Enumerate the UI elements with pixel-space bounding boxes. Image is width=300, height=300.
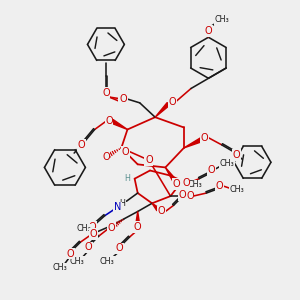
- Text: O: O: [122, 147, 129, 157]
- Text: O: O: [118, 96, 126, 106]
- Text: O: O: [116, 243, 123, 254]
- Text: CH₃: CH₃: [52, 263, 67, 272]
- Text: O: O: [158, 206, 165, 217]
- Text: CH₃: CH₃: [70, 257, 85, 266]
- Text: CH₃: CH₃: [76, 224, 91, 233]
- Polygon shape: [165, 167, 176, 182]
- Text: N: N: [113, 202, 121, 212]
- Text: O: O: [102, 152, 110, 162]
- Text: CH₃: CH₃: [100, 257, 114, 266]
- Text: O: O: [232, 150, 240, 160]
- Text: O: O: [77, 140, 85, 150]
- Polygon shape: [184, 138, 202, 148]
- Text: O: O: [182, 178, 190, 188]
- Text: O: O: [119, 94, 127, 104]
- Text: O: O: [105, 116, 113, 126]
- Text: CH₃: CH₃: [230, 185, 244, 194]
- Polygon shape: [136, 212, 140, 224]
- Text: O: O: [200, 133, 208, 143]
- Text: O: O: [102, 88, 110, 98]
- Text: O: O: [85, 242, 92, 252]
- Text: O: O: [145, 155, 153, 165]
- Text: O: O: [216, 181, 224, 191]
- Text: O: O: [205, 26, 212, 36]
- Text: H: H: [124, 174, 130, 183]
- Text: O: O: [107, 223, 115, 233]
- Text: CH₃: CH₃: [188, 180, 203, 189]
- Text: O: O: [208, 166, 215, 176]
- Text: O: O: [90, 229, 98, 239]
- Text: O: O: [134, 222, 142, 232]
- Polygon shape: [155, 103, 170, 117]
- Text: O: O: [169, 97, 176, 107]
- Polygon shape: [111, 119, 128, 130]
- Text: O: O: [179, 190, 187, 200]
- Text: O: O: [89, 222, 96, 232]
- Polygon shape: [170, 176, 184, 184]
- Polygon shape: [152, 203, 160, 211]
- Text: O: O: [66, 248, 74, 259]
- Text: O: O: [173, 179, 181, 189]
- Text: CH₃: CH₃: [220, 159, 234, 168]
- Text: O: O: [186, 191, 194, 201]
- Text: H: H: [119, 199, 125, 208]
- Text: CH₃: CH₃: [214, 15, 229, 24]
